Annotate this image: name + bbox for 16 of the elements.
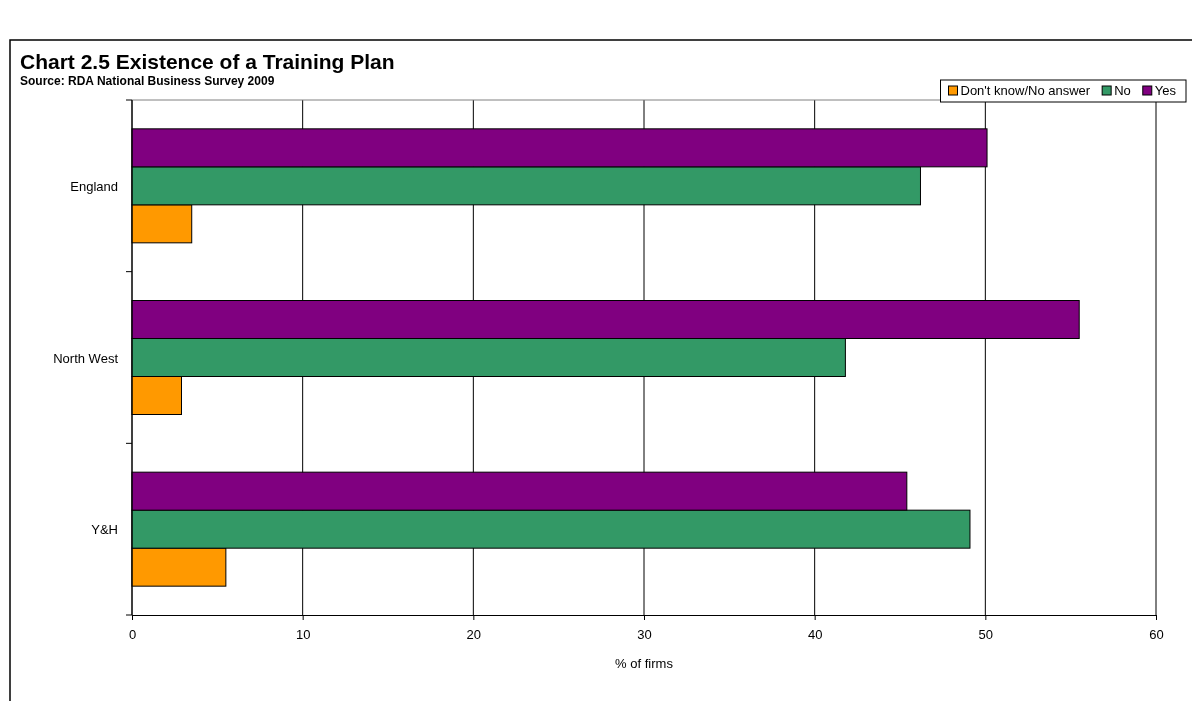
x-axis-title: % of firms bbox=[615, 656, 674, 671]
chart-subtitle: Source: RDA National Business Survey 2009 bbox=[20, 74, 275, 88]
x-tick-label: 40 bbox=[807, 626, 823, 642]
legend-label: No bbox=[1114, 83, 1131, 98]
x-tick-label: 20 bbox=[466, 626, 482, 642]
x-tick-label: 10 bbox=[295, 626, 311, 642]
legend-label: Yes bbox=[1154, 83, 1177, 98]
legend-label: Don't know/No answer bbox=[960, 83, 1091, 98]
x-tick-label: 50 bbox=[978, 626, 994, 642]
y-tick-label: England bbox=[70, 178, 118, 194]
y-tick-label: Y&H bbox=[91, 522, 118, 538]
x-tick-label: 60 bbox=[1149, 626, 1164, 642]
x-tick-label: 30 bbox=[637, 626, 652, 642]
chart-title: Chart 2.5 Existence of a Training Plan bbox=[20, 50, 395, 73]
x-tick-label: 0 bbox=[128, 626, 137, 642]
y-tick-label: North West bbox=[53, 350, 119, 366]
